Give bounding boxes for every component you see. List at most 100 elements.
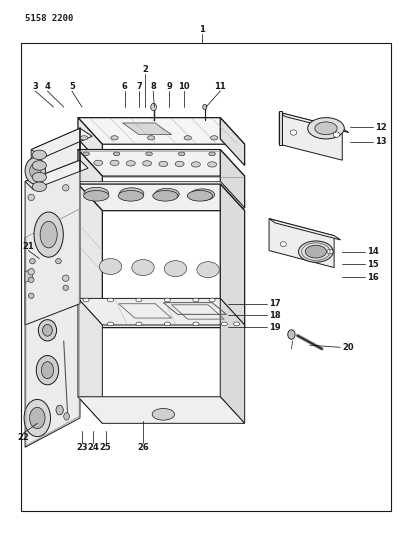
- Ellipse shape: [233, 322, 239, 326]
- Ellipse shape: [153, 190, 178, 201]
- Ellipse shape: [197, 262, 219, 278]
- Text: 25: 25: [100, 443, 111, 452]
- Text: 18: 18: [269, 311, 281, 320]
- Polygon shape: [31, 128, 80, 192]
- Ellipse shape: [110, 160, 119, 165]
- Ellipse shape: [28, 293, 34, 298]
- Polygon shape: [78, 184, 245, 211]
- Ellipse shape: [211, 136, 218, 140]
- Ellipse shape: [143, 161, 151, 166]
- Ellipse shape: [83, 298, 89, 302]
- Ellipse shape: [32, 182, 47, 191]
- Text: 4: 4: [44, 82, 51, 91]
- Polygon shape: [78, 150, 245, 176]
- Text: 22: 22: [17, 433, 29, 442]
- Ellipse shape: [288, 330, 295, 340]
- Ellipse shape: [34, 212, 63, 257]
- Text: 9: 9: [166, 82, 172, 91]
- Polygon shape: [220, 118, 245, 165]
- Text: 10: 10: [178, 82, 189, 91]
- Polygon shape: [78, 118, 245, 144]
- Polygon shape: [269, 219, 341, 240]
- Text: 2: 2: [142, 66, 148, 74]
- Polygon shape: [78, 184, 102, 328]
- Ellipse shape: [280, 242, 286, 247]
- Ellipse shape: [209, 298, 215, 302]
- Text: 12: 12: [375, 123, 386, 132]
- Text: 26: 26: [137, 443, 149, 452]
- Ellipse shape: [63, 285, 69, 290]
- Ellipse shape: [315, 122, 337, 135]
- Polygon shape: [25, 160, 80, 325]
- Polygon shape: [279, 112, 342, 160]
- Ellipse shape: [28, 269, 34, 275]
- Ellipse shape: [308, 118, 344, 139]
- Ellipse shape: [159, 161, 168, 166]
- Text: 14: 14: [367, 247, 378, 256]
- Ellipse shape: [193, 322, 199, 326]
- Ellipse shape: [40, 221, 57, 248]
- Text: 5: 5: [69, 82, 75, 91]
- Ellipse shape: [24, 399, 51, 437]
- Text: 21: 21: [22, 242, 34, 251]
- Ellipse shape: [190, 189, 215, 200]
- Text: 19: 19: [269, 322, 281, 332]
- Polygon shape: [78, 298, 245, 325]
- Polygon shape: [78, 150, 102, 208]
- Ellipse shape: [209, 152, 215, 156]
- Text: 20: 20: [342, 343, 354, 352]
- Ellipse shape: [193, 298, 199, 302]
- Ellipse shape: [333, 132, 340, 138]
- Polygon shape: [25, 269, 32, 282]
- Ellipse shape: [113, 152, 120, 156]
- Polygon shape: [25, 160, 88, 189]
- Polygon shape: [269, 219, 334, 268]
- Ellipse shape: [147, 136, 155, 140]
- Text: 11: 11: [214, 82, 226, 91]
- Ellipse shape: [99, 259, 122, 274]
- Polygon shape: [78, 118, 102, 165]
- Ellipse shape: [208, 162, 217, 167]
- Ellipse shape: [29, 259, 35, 264]
- Ellipse shape: [83, 152, 89, 156]
- Ellipse shape: [164, 322, 171, 326]
- Text: 7: 7: [136, 82, 142, 91]
- Polygon shape: [78, 181, 245, 208]
- Ellipse shape: [327, 249, 333, 254]
- Ellipse shape: [25, 158, 45, 184]
- Ellipse shape: [151, 103, 156, 111]
- Ellipse shape: [203, 104, 207, 110]
- Text: 15: 15: [367, 260, 378, 269]
- Polygon shape: [220, 184, 245, 328]
- Ellipse shape: [84, 190, 109, 201]
- Ellipse shape: [299, 241, 333, 262]
- Text: 8: 8: [150, 82, 156, 91]
- Polygon shape: [25, 208, 80, 447]
- Ellipse shape: [111, 136, 118, 140]
- Ellipse shape: [126, 161, 135, 166]
- Ellipse shape: [29, 164, 41, 178]
- Ellipse shape: [118, 190, 144, 201]
- Ellipse shape: [221, 322, 227, 326]
- Ellipse shape: [290, 130, 297, 135]
- Ellipse shape: [62, 184, 69, 191]
- Polygon shape: [279, 112, 349, 133]
- Ellipse shape: [32, 150, 47, 160]
- Text: 24: 24: [88, 443, 99, 452]
- Polygon shape: [78, 397, 245, 423]
- Text: 16: 16: [367, 273, 378, 281]
- Ellipse shape: [80, 136, 88, 140]
- Ellipse shape: [64, 413, 69, 420]
- Ellipse shape: [178, 152, 185, 156]
- Polygon shape: [220, 150, 245, 208]
- Ellipse shape: [28, 277, 34, 282]
- Ellipse shape: [164, 261, 187, 277]
- Text: 3: 3: [32, 82, 38, 91]
- Bar: [21, 43, 391, 511]
- Ellipse shape: [152, 408, 175, 420]
- Ellipse shape: [136, 322, 142, 326]
- Polygon shape: [123, 123, 171, 135]
- Ellipse shape: [41, 362, 53, 378]
- Ellipse shape: [32, 161, 47, 170]
- Ellipse shape: [136, 298, 142, 302]
